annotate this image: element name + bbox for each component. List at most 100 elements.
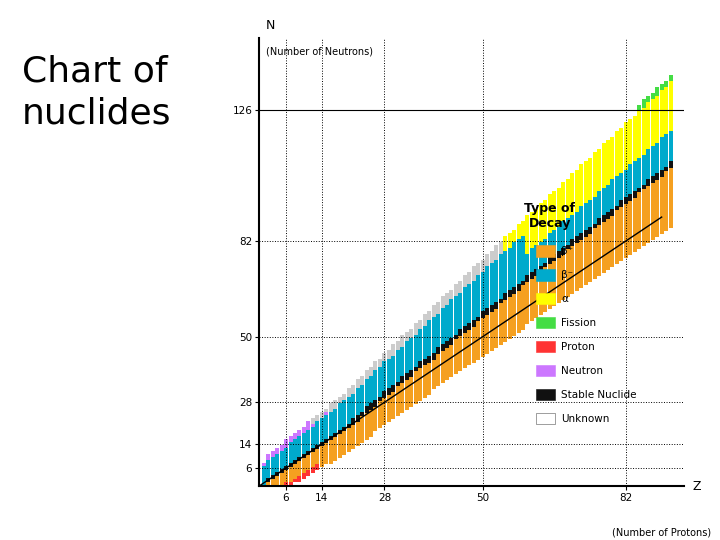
Point (634, 222, 645, 231)
Point (343, 416, 354, 424)
Point (629, 159, 641, 167)
Point (464, 323, 475, 332)
Point (598, 219, 609, 227)
Point (553, 222, 564, 231)
Point (557, 228, 569, 237)
Point (589, 273, 600, 281)
Point (312, 425, 323, 434)
Point (526, 312, 538, 320)
Point (450, 320, 462, 329)
Point (338, 425, 350, 434)
Point (562, 186, 574, 194)
Point (495, 267, 506, 275)
Point (495, 329, 506, 338)
Point (405, 341, 417, 350)
Point (330, 440, 341, 449)
Point (616, 165, 627, 173)
Point (647, 189, 659, 198)
Point (611, 213, 623, 221)
Point (459, 356, 471, 365)
Point (504, 275, 516, 284)
Point (307, 431, 319, 440)
Point (624, 248, 636, 257)
Point (647, 207, 659, 215)
Point (472, 326, 484, 335)
Point (665, 102, 676, 111)
Point (441, 329, 453, 338)
Point (656, 168, 667, 177)
Point (531, 210, 542, 218)
Point (508, 329, 520, 338)
Point (352, 386, 364, 395)
Point (642, 225, 654, 233)
Point (634, 156, 645, 165)
Point (486, 291, 498, 299)
Point (468, 350, 480, 359)
Point (616, 156, 627, 165)
Point (539, 242, 551, 251)
Point (652, 201, 663, 210)
Point (634, 162, 645, 171)
Point (415, 329, 426, 338)
Point (620, 180, 631, 188)
Point (468, 308, 480, 317)
Point (356, 374, 368, 383)
Point (330, 410, 341, 418)
Point (446, 291, 457, 299)
Point (482, 296, 493, 305)
Point (656, 156, 667, 165)
Point (526, 279, 538, 287)
Point (517, 228, 528, 237)
Point (624, 150, 636, 159)
Point (629, 240, 641, 248)
Point (302, 443, 314, 451)
Point (624, 222, 636, 231)
Point (437, 329, 449, 338)
Point (593, 258, 605, 266)
Point (652, 138, 663, 147)
Point (660, 186, 672, 194)
Point (656, 210, 667, 218)
Point (508, 242, 520, 251)
Point (464, 302, 475, 311)
Point (611, 189, 623, 198)
Point (423, 320, 435, 329)
Point (356, 413, 368, 422)
Point (580, 225, 591, 233)
Point (320, 434, 332, 442)
Point (307, 443, 319, 451)
Point (428, 326, 439, 335)
Point (387, 371, 399, 380)
Point (585, 210, 596, 218)
Point (517, 318, 528, 326)
Point (557, 222, 569, 231)
Point (441, 347, 453, 356)
Point (553, 207, 564, 215)
Point (280, 440, 292, 449)
Point (405, 371, 417, 380)
Point (450, 285, 462, 293)
Point (656, 132, 667, 141)
Point (589, 231, 600, 239)
Point (477, 302, 489, 311)
Point (522, 216, 534, 225)
Text: Type of
Decay: Type of Decay (524, 202, 575, 230)
Point (531, 261, 542, 269)
Point (490, 258, 502, 266)
Point (634, 228, 645, 237)
Point (616, 242, 627, 251)
Point (508, 254, 520, 263)
Point (352, 419, 364, 428)
Point (352, 377, 364, 386)
Point (526, 275, 538, 284)
Text: β⁺: β⁺ (561, 246, 573, 256)
Point (585, 198, 596, 206)
Point (571, 258, 582, 266)
Point (298, 431, 310, 440)
Point (361, 386, 372, 395)
Point (544, 192, 556, 200)
Point (585, 269, 596, 278)
Point (607, 168, 618, 177)
Point (472, 279, 484, 287)
Point (616, 159, 627, 167)
